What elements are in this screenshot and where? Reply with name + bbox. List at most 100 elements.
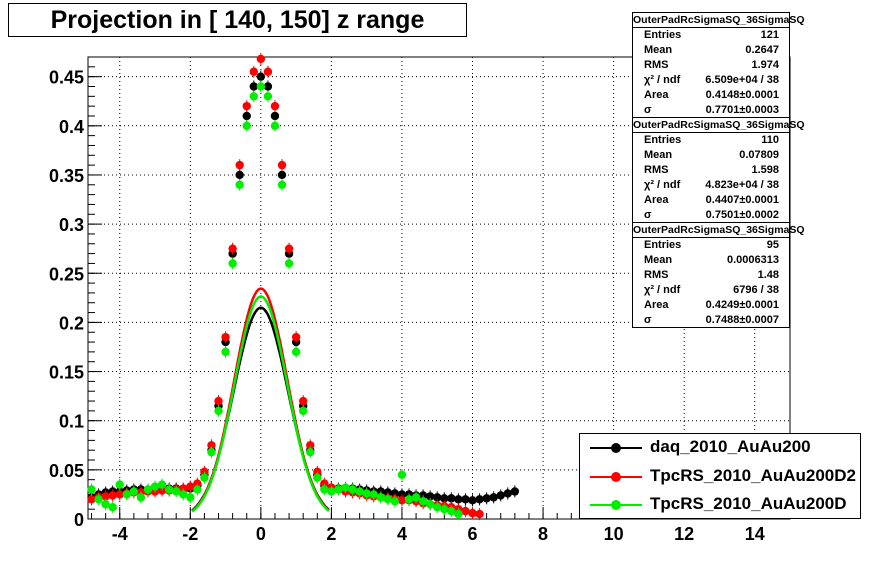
stats-key: χ² / ndf: [644, 284, 681, 296]
data-point-1: [397, 496, 407, 505]
stats-value: 0.07809: [739, 149, 779, 161]
fit-curve-2: [191, 295, 330, 513]
data-point-1: [291, 332, 301, 342]
data-point-2: [397, 470, 407, 479]
x-tick-label: 12: [674, 524, 694, 544]
stats-row-entries: Entries 110: [633, 133, 789, 148]
stats-row-chi2: χ² / ndf 4.823e+04 / 38: [633, 178, 789, 193]
y-tick-label: 0.4: [59, 117, 84, 137]
data-point-1: [306, 441, 315, 450]
data-point-2: [277, 180, 287, 189]
stats-value: 0.7701±0.0003: [705, 104, 779, 116]
stats-row-entries: Entries 121: [633, 28, 789, 43]
data-point-2: [249, 92, 258, 101]
stats-key: RMS: [644, 269, 669, 281]
data-point-1: [277, 160, 287, 170]
stats-key: Mean: [644, 44, 673, 56]
data-point-2: [454, 509, 463, 519]
data-point-2: [171, 487, 181, 496]
x-tick-label: 14: [745, 524, 765, 544]
data-point-0: [263, 82, 273, 91]
data-point-2: [186, 493, 195, 502]
data-point-2: [221, 347, 230, 357]
stats-row-entries: Entries 95: [633, 238, 789, 253]
stats-row-chi2: χ² / ndf 6.509e+04 / 38: [633, 73, 789, 88]
data-point-0: [510, 487, 520, 496]
data-point-2: [129, 487, 139, 496]
chart-title: Projection in [ 140, 150] z range: [50, 6, 425, 34]
data-point-2: [411, 493, 421, 502]
stats-row-area: Area 0.4148±0.0001: [633, 88, 789, 103]
legend-label: TpcRS_2010_AuAu200D2: [650, 466, 856, 485]
stats-key: Area: [644, 89, 669, 101]
data-point-1: [221, 332, 230, 342]
data-point-1: [214, 396, 223, 406]
data-point-2: [440, 504, 449, 514]
data-point-0: [489, 493, 498, 502]
legend-marker: [611, 443, 621, 453]
y-tick-label: 0.1: [59, 412, 84, 432]
data-point-2: [313, 473, 322, 482]
stats-value: 4.823e+04 / 38: [705, 179, 779, 191]
legend-item-daq: daq_2010_AuAu200: [580, 434, 860, 462]
stats-value: 6796 / 38: [733, 284, 779, 296]
data-point-1: [242, 101, 251, 111]
stats-row-sigma: σ 0.7488±0.0007: [633, 313, 789, 328]
data-point-2: [298, 406, 308, 416]
data-point-2: [306, 447, 315, 457]
stats-row-rms: RMS 1.48: [633, 268, 789, 283]
data-point-2: [150, 482, 160, 491]
data-point-2: [291, 347, 301, 357]
stats-title: OuterPadRcSigmaSQ_36SigmaSQ: [633, 119, 805, 133]
data-point-2: [425, 500, 435, 509]
stats-value: 1.598: [751, 164, 779, 176]
data-point-0: [461, 495, 470, 504]
data-point-1: [108, 491, 117, 500]
legend-item-d2: TpcRS_2010_AuAu200D2: [580, 463, 860, 491]
data-point-1: [101, 492, 110, 501]
data-point-1: [235, 160, 244, 170]
stats-key: Entries: [644, 239, 682, 251]
data-point-2: [418, 497, 428, 506]
data-point-2: [362, 489, 371, 498]
stats-row-rms: RMS 1.598: [633, 163, 789, 178]
data-point-2: [383, 495, 393, 504]
data-point-1: [256, 54, 266, 64]
stats-key: σ: [644, 209, 652, 221]
stats-key: Entries: [644, 134, 682, 146]
data-point-1: [468, 508, 477, 518]
data-point-2: [270, 121, 280, 131]
data-point-0: [256, 72, 266, 81]
legend-label: TpcRS_2010_AuAu200D: [650, 494, 847, 513]
data-point-0: [270, 111, 280, 121]
legend-marker: [611, 472, 621, 482]
legend-marker: [611, 500, 621, 510]
data-point-1: [115, 490, 124, 499]
y-tick-label: 0.45: [49, 68, 84, 88]
stats-row-rms: RMS 1.974: [633, 58, 789, 73]
data-point-2: [164, 485, 174, 494]
stats-value: 121: [760, 29, 779, 41]
data-point-2: [143, 485, 153, 494]
chart-title-box: Projection in [ 140, 150] z range: [8, 3, 467, 37]
data-point-1: [228, 244, 237, 253]
stats-key: RMS: [644, 59, 669, 71]
stats-value: 0.7501±0.0002: [705, 209, 779, 221]
stats-row-mean: Mean 0.2647: [633, 43, 789, 58]
data-point-1: [284, 244, 294, 253]
data-point-1: [475, 509, 484, 519]
stats-value: 110: [761, 134, 779, 146]
data-point-2: [390, 497, 400, 506]
legend-label: daq_2010_AuAu200: [650, 437, 811, 456]
data-point-2: [87, 485, 96, 494]
data-point-2: [263, 92, 273, 101]
data-point-2: [228, 259, 237, 268]
data-point-1: [87, 495, 96, 504]
y-tick-label: 0.3: [59, 215, 84, 235]
data-point-0: [242, 111, 251, 121]
stats-box-daq: OuterPadRcSigmaSQ_36SigmaSQ Entries 121 M…: [632, 12, 805, 118]
x-tick-label: 6: [468, 524, 478, 544]
data-point-2: [235, 180, 244, 189]
data-point-2: [193, 485, 202, 494]
data-point-1: [263, 67, 273, 76]
